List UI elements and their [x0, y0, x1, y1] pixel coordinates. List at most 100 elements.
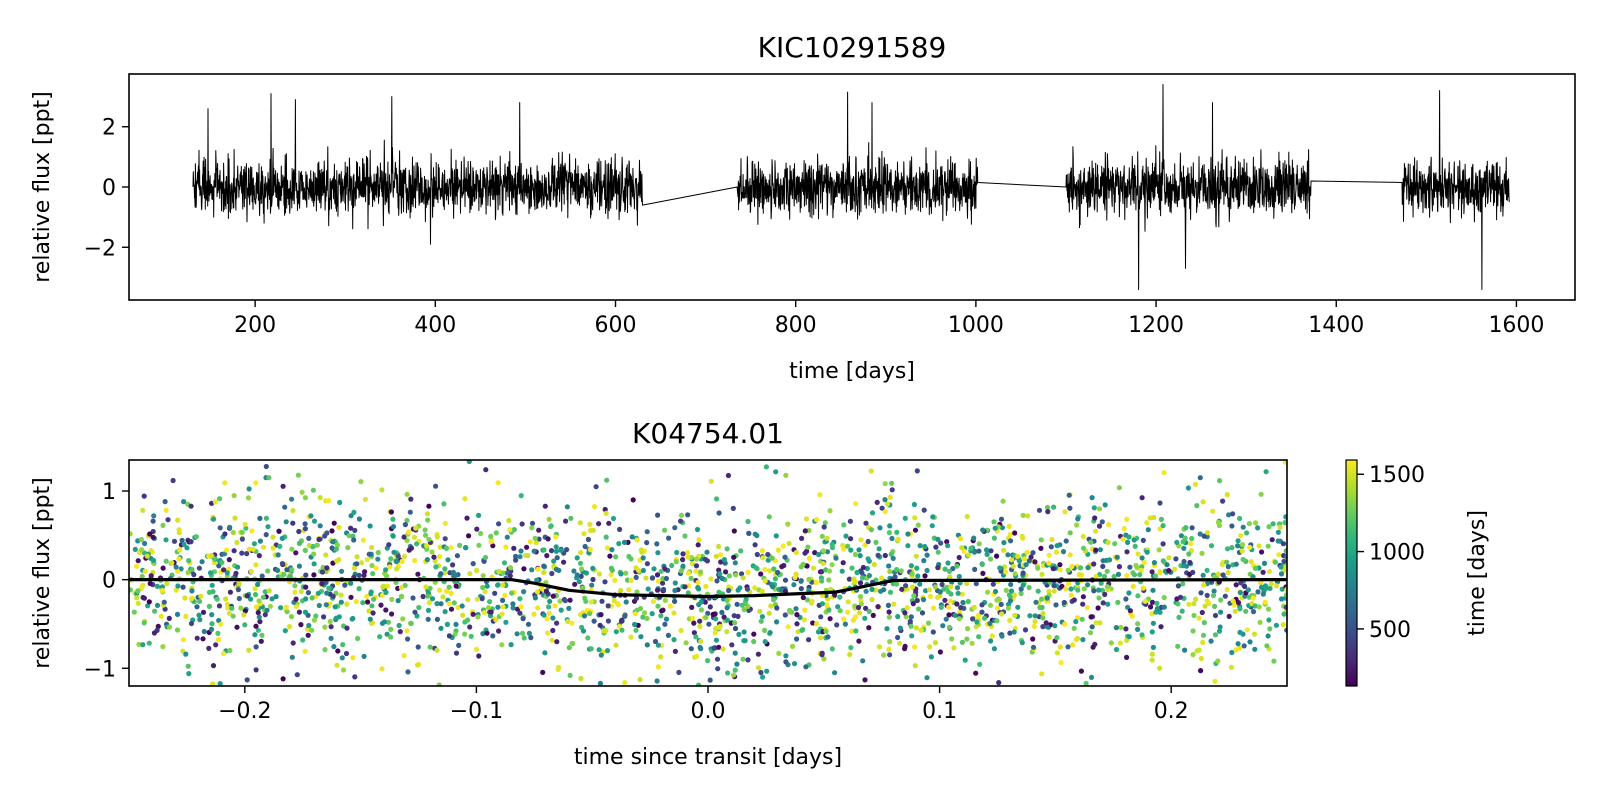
- folded-point: [829, 562, 835, 568]
- folded-point: [414, 662, 421, 668]
- folded-point: [1266, 568, 1273, 575]
- folded-point: [596, 647, 602, 653]
- folded-point: [638, 547, 644, 553]
- folded-point: [415, 571, 421, 577]
- folded-point: [378, 602, 384, 608]
- folded-point: [260, 544, 267, 550]
- folded-point: [644, 561, 651, 567]
- folded-point: [1263, 469, 1269, 475]
- folded-point: [853, 628, 859, 634]
- folded-point: [887, 494, 893, 500]
- folded-point: [235, 587, 241, 593]
- folded-point: [1098, 580, 1104, 586]
- folded-point: [493, 530, 499, 536]
- folded-point: [507, 565, 514, 571]
- folded-point: [420, 593, 426, 600]
- folded-point: [188, 620, 195, 627]
- folded-point: [384, 583, 391, 589]
- folded-x-tick-label: −0.1: [450, 699, 503, 724]
- folded-point: [834, 622, 840, 628]
- folded-point: [841, 522, 847, 528]
- folded-point: [293, 596, 299, 602]
- folded-point: [569, 620, 575, 626]
- folded-point: [1084, 605, 1090, 611]
- folded-point: [1244, 627, 1250, 633]
- transit-model-line: [129, 578, 1287, 599]
- folded-point: [744, 586, 751, 592]
- folded-point: [1237, 590, 1243, 596]
- folded-point: [1233, 582, 1239, 588]
- folded-point: [150, 557, 157, 564]
- folded-point: [282, 628, 288, 634]
- folded-point: [1267, 626, 1273, 632]
- folded-point: [1256, 543, 1262, 549]
- folded-point: [246, 546, 252, 552]
- folded-point: [1021, 556, 1027, 562]
- folded-point: [377, 634, 383, 640]
- folded-point: [540, 669, 546, 676]
- folded-point: [902, 610, 908, 616]
- folded-point: [580, 694, 585, 699]
- folded-point: [466, 460, 472, 465]
- folded-point: [289, 546, 295, 552]
- folded-point: [760, 555, 766, 561]
- colorbar-tick-label: 500: [1369, 618, 1411, 643]
- folded-point: [1140, 585, 1146, 591]
- folded-point: [1091, 561, 1097, 567]
- folded-point: [448, 606, 455, 612]
- folded-point: [462, 631, 468, 637]
- folded-point: [903, 583, 909, 589]
- folded-point: [335, 580, 341, 586]
- folded-point: [1218, 609, 1224, 615]
- folded-point: [623, 570, 629, 576]
- folded-point: [201, 628, 207, 635]
- folded-point: [865, 556, 871, 562]
- folded-point: [839, 568, 845, 574]
- folded-point: [290, 508, 296, 514]
- folded-point: [1032, 613, 1038, 619]
- folded-point: [1244, 530, 1250, 536]
- folded-point: [546, 604, 552, 610]
- folded-point: [847, 518, 854, 524]
- folded-point: [495, 480, 501, 486]
- folded-point: [905, 543, 911, 549]
- folded-point: [822, 520, 828, 526]
- folded-point: [142, 540, 148, 547]
- folded-point: [427, 644, 433, 650]
- folded-point: [1257, 619, 1263, 625]
- folded-point: [1160, 523, 1166, 529]
- folded-point: [466, 533, 472, 539]
- folded-point: [886, 614, 893, 620]
- folded-point: [1124, 654, 1130, 661]
- folded-point: [819, 578, 825, 584]
- folded-point: [1028, 554, 1034, 560]
- folded-point: [1062, 621, 1068, 627]
- folded-point: [705, 610, 711, 617]
- folded-point: [848, 536, 854, 542]
- folded-point: [719, 609, 725, 616]
- folded-point: [454, 553, 460, 559]
- folded-point: [914, 565, 920, 571]
- folded-point: [1054, 543, 1060, 549]
- folded-point: [561, 559, 567, 565]
- folded-point: [956, 573, 962, 580]
- folded-point: [693, 634, 699, 640]
- folded-point: [899, 693, 904, 698]
- folded-point: [335, 648, 341, 654]
- folded-point: [863, 520, 869, 526]
- folded-point: [733, 572, 739, 578]
- folded-point: [935, 565, 941, 571]
- folded-point: [680, 557, 686, 563]
- folded-point: [693, 563, 700, 569]
- folded-point: [571, 568, 577, 574]
- folded-point: [175, 517, 181, 523]
- folded-point: [649, 611, 655, 617]
- folded-point: [467, 571, 473, 577]
- folded-point: [534, 589, 541, 595]
- folded-point: [1212, 678, 1218, 684]
- folded-point: [338, 599, 344, 605]
- folded-point: [641, 691, 646, 696]
- folded-point: [305, 590, 311, 596]
- folded-point: [890, 555, 896, 562]
- folded-point: [251, 541, 257, 547]
